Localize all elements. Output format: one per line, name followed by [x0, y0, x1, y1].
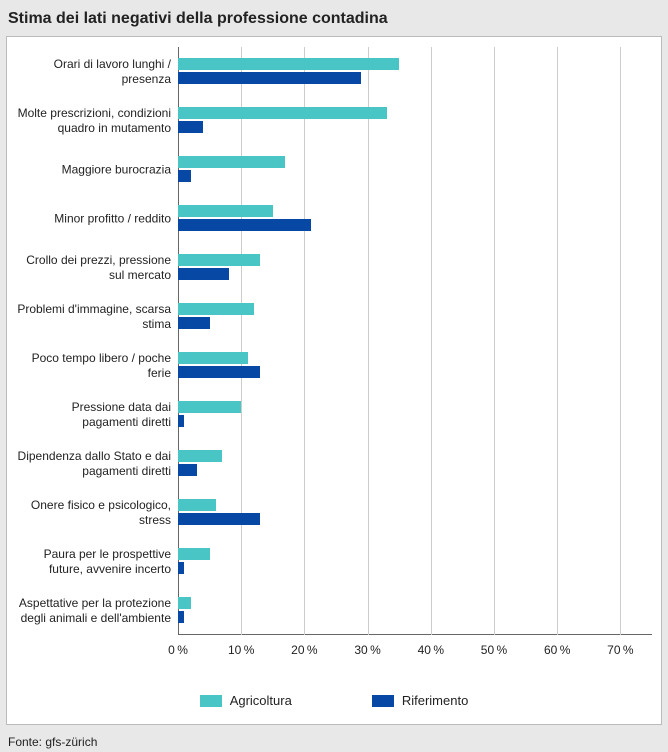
bar-riferimento: [178, 415, 184, 427]
source-text: Fonte: gfs-zürich: [4, 725, 664, 749]
xtick-label: 10 %: [228, 643, 254, 657]
category-row: Dipendenza dallo Stato e dai pagamenti d…: [16, 439, 652, 488]
legend-item: Agricoltura: [200, 693, 292, 708]
bar-riferimento: [178, 170, 191, 182]
bar-riferimento: [178, 219, 311, 231]
category-label: Minor profitto / reddito: [16, 211, 171, 226]
legend-label: Agricoltura: [230, 693, 292, 708]
category-label: Aspettative per la protezione degli anim…: [16, 596, 171, 626]
category-row: Orari di lavoro lunghi / presenza: [16, 47, 652, 96]
bar-riferimento: [178, 72, 361, 84]
bar-agricoltura: [178, 352, 248, 364]
bar-agricoltura: [178, 401, 241, 413]
xtick-label: 40 %: [418, 643, 444, 657]
category-label: Maggiore burocrazia: [16, 162, 171, 177]
category-label: Dipendenza dallo Stato e dai pagamenti d…: [16, 449, 171, 479]
bar-riferimento: [178, 562, 184, 574]
xtick-label: 60 %: [544, 643, 570, 657]
category-label: Pressione data dai pagamenti diretti: [16, 400, 171, 430]
bar-riferimento: [178, 268, 229, 280]
category-row: Molte prescrizioni, condizioni quadro in…: [16, 96, 652, 145]
category-row: Poco tempo libero / poche ferie: [16, 341, 652, 390]
chart-title: Stima dei lati negativi della profession…: [4, 4, 664, 36]
category-label: Orari di lavoro lunghi / presenza: [16, 57, 171, 87]
category-label: Onere fisico e psicologico, stress: [16, 498, 171, 528]
bar-riferimento: [178, 366, 260, 378]
xtick-label: 70 %: [607, 643, 633, 657]
xtick-label: 20 %: [291, 643, 317, 657]
bar-agricoltura: [178, 450, 222, 462]
category-row: Maggiore burocrazia: [16, 145, 652, 194]
bar-riferimento: [178, 611, 184, 623]
xtick-label: 0 %: [168, 643, 188, 657]
bar-agricoltura: [178, 58, 399, 70]
bar-agricoltura: [178, 107, 387, 119]
category-row: Crollo dei prezzi, pressione sul mercato: [16, 243, 652, 292]
category-label: Paura per le prospettive future, avvenir…: [16, 547, 171, 577]
category-label: Molte prescrizioni, condizioni quadro in…: [16, 106, 171, 136]
category-row: Pressione data dai pagamenti diretti: [16, 390, 652, 439]
category-row: Minor profitto / reddito: [16, 194, 652, 243]
bar-riferimento: [178, 464, 197, 476]
bar-agricoltura: [178, 597, 191, 609]
category-row: Problemi d'immagine, scarsa stima: [16, 292, 652, 341]
legend: Agricoltura Riferimento: [15, 681, 653, 716]
page-container: Stima dei lati negativi della profession…: [4, 4, 664, 748]
plot-area: 0 % 10 % 20 % 30 % 40 % 50 % 60 % 70 % Orari di…: [16, 47, 652, 681]
xtick-label: 50 %: [481, 643, 507, 657]
category-row: Paura per le prospettive future, avvenir…: [16, 537, 652, 586]
bar-agricoltura: [178, 156, 285, 168]
category-label: Problemi d'immagine, scarsa stima: [16, 302, 171, 332]
bar-riferimento: [178, 513, 260, 525]
category-row: Onere fisico e psicologico, stress: [16, 488, 652, 537]
bar-agricoltura: [178, 254, 260, 266]
bar-riferimento: [178, 317, 210, 329]
category-label: Poco tempo libero / poche ferie: [16, 351, 171, 381]
legend-label: Riferimento: [402, 693, 468, 708]
bar-agricoltura: [178, 205, 273, 217]
legend-item: Riferimento: [372, 693, 468, 708]
bar-agricoltura: [178, 548, 210, 560]
bar-agricoltura: [178, 303, 254, 315]
chart-box: 0 % 10 % 20 % 30 % 40 % 50 % 60 % 70 % Orari di…: [6, 36, 662, 725]
legend-swatch: [372, 695, 394, 707]
legend-swatch: [200, 695, 222, 707]
bar-riferimento: [178, 121, 203, 133]
xtick-label: 30 %: [354, 643, 380, 657]
category-label: Crollo dei prezzi, pressione sul mercato: [16, 253, 171, 283]
bar-agricoltura: [178, 499, 216, 511]
category-row: Aspettative per la protezione degli anim…: [16, 586, 652, 635]
